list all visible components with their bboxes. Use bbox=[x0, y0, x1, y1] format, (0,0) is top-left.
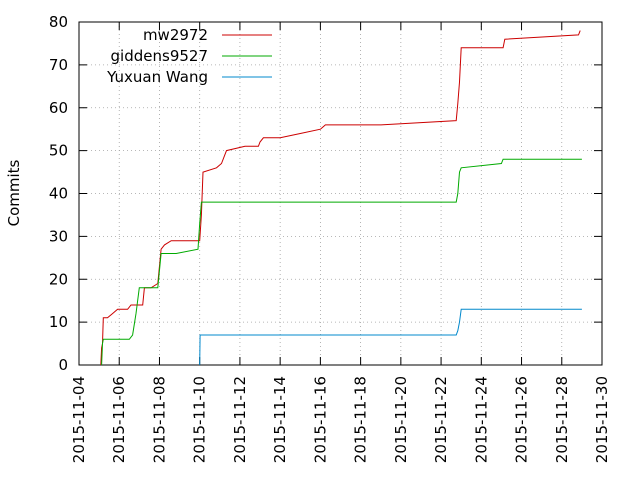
y-tick-label: 20 bbox=[49, 270, 68, 288]
x-tick-label: 2015-11-26 bbox=[513, 376, 531, 463]
series-line-yuxuan-wang bbox=[199, 308, 582, 366]
x-tick-label: 2015-11-28 bbox=[553, 376, 571, 463]
legend-label: Yuxuan Wang bbox=[106, 68, 208, 86]
x-tick-label: 2015-11-20 bbox=[392, 376, 410, 463]
y-tick-label: 80 bbox=[49, 13, 68, 31]
y-tick-label: 0 bbox=[58, 356, 68, 374]
x-tick-label: 2015-11-10 bbox=[191, 376, 209, 463]
x-tick-label: 2015-11-14 bbox=[271, 376, 289, 463]
x-tick-label: 2015-11-24 bbox=[472, 376, 490, 463]
x-tick-label: 2015-11-08 bbox=[150, 376, 168, 463]
y-tick-label: 30 bbox=[49, 227, 68, 245]
series-line-mw2972 bbox=[100, 30, 581, 366]
axes: 0 10 20 30 40 50 60 70 80 2015-11-04 2015-11-06 201… bbox=[49, 13, 611, 463]
legend: mw2972 giddens9527 Yuxuan Wang bbox=[106, 26, 272, 86]
x-tick-label: 2015-11-12 bbox=[231, 376, 249, 463]
y-tick-label: 40 bbox=[49, 185, 68, 203]
x-tick-label: 2015-11-30 bbox=[593, 376, 611, 463]
series-lines bbox=[100, 30, 582, 366]
y-axis-title: Commits bbox=[5, 159, 23, 226]
x-tick-label: 2015-11-06 bbox=[110, 376, 128, 463]
y-tick-label: 60 bbox=[49, 99, 68, 117]
legend-label: mw2972 bbox=[143, 26, 208, 44]
y-tick-label: 10 bbox=[49, 313, 68, 331]
plot-border bbox=[78, 21, 603, 366]
x-tick-label: 2015-11-04 bbox=[70, 376, 88, 463]
x-tick-label: 2015-11-16 bbox=[311, 376, 329, 463]
series-line-giddens9527 bbox=[101, 158, 582, 366]
y-tick-label: 50 bbox=[49, 142, 68, 160]
y-tick-label: 70 bbox=[49, 56, 68, 74]
x-tick-label: 2015-11-22 bbox=[432, 376, 450, 463]
legend-label: giddens9527 bbox=[111, 47, 208, 65]
x-tick-label: 2015-11-18 bbox=[352, 376, 370, 463]
